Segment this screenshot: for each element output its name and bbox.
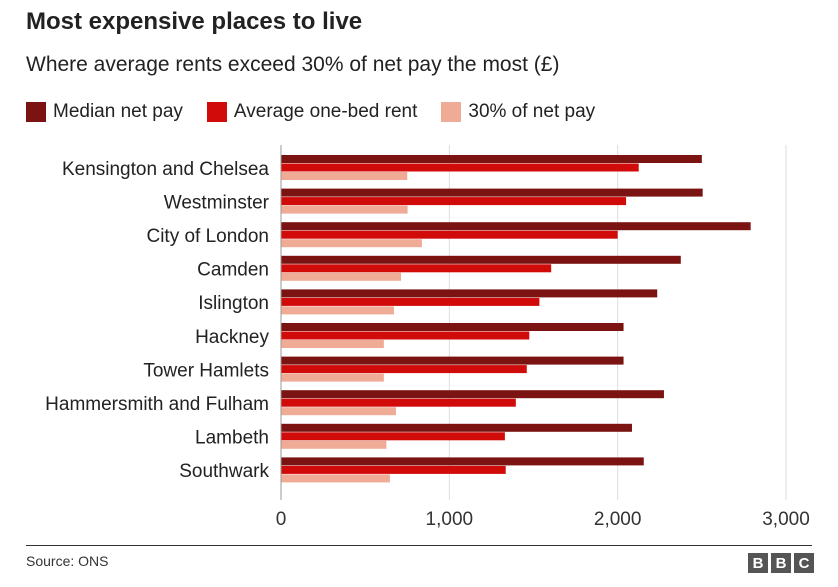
category-label: Kensington and Chelsea bbox=[62, 159, 269, 180]
category-label: Hammersmith and Fulham bbox=[45, 394, 269, 415]
bar bbox=[281, 323, 624, 331]
bar bbox=[281, 465, 506, 474]
chart-title: Most expensive places to live bbox=[26, 8, 363, 35]
bar bbox=[281, 163, 639, 172]
footer-divider bbox=[26, 545, 812, 546]
bar bbox=[281, 188, 703, 197]
chart-subtitle: Where average rents exceed 30% of net pa… bbox=[26, 53, 560, 76]
bar bbox=[281, 306, 394, 315]
bbc-logo: B B C bbox=[745, 553, 814, 573]
bar bbox=[281, 255, 681, 264]
bar bbox=[281, 398, 516, 407]
x-tick-label: 2,000 bbox=[594, 509, 642, 530]
category-label: Hackney bbox=[195, 327, 269, 348]
bar bbox=[281, 373, 384, 382]
bar bbox=[281, 365, 527, 374]
bar bbox=[281, 440, 387, 449]
bar bbox=[281, 264, 552, 273]
legend-swatch-thirty-percent bbox=[441, 102, 462, 122]
bar bbox=[281, 340, 384, 348]
bbc-logo-letter: C bbox=[794, 553, 814, 573]
bar bbox=[281, 222, 751, 231]
category-label: Tower Hamlets bbox=[143, 360, 269, 381]
bar bbox=[281, 432, 505, 441]
bbc-logo-letter: B bbox=[748, 553, 768, 573]
bar-chart: 0 1,000 2,000 3,000 Kensington and Chelsea We… bbox=[45, 145, 810, 530]
category-label: Camden bbox=[197, 260, 269, 281]
bar bbox=[281, 356, 624, 365]
legend-label-thirty-percent: 30% of net pay bbox=[468, 101, 596, 122]
bar bbox=[281, 289, 658, 298]
bar bbox=[281, 390, 664, 399]
bbc-logo-letter: B bbox=[771, 553, 791, 573]
bar bbox=[281, 172, 408, 180]
category-label: City of London bbox=[146, 226, 269, 247]
legend-swatch-average-rent bbox=[206, 102, 227, 122]
legend-item-average-rent: Average one-bed rent bbox=[206, 101, 418, 123]
bar bbox=[281, 155, 702, 163]
source-note: Source: ONS bbox=[26, 553, 109, 569]
bar bbox=[281, 423, 632, 432]
legend-swatch-median-net-pay bbox=[26, 102, 46, 122]
category-label: Westminster bbox=[164, 192, 270, 213]
bar bbox=[281, 474, 390, 483]
bar bbox=[281, 457, 644, 466]
category-label: Lambeth bbox=[195, 428, 269, 449]
legend-label-median-net-pay: Median net pay bbox=[53, 101, 183, 122]
legend: Median net pay Average one-bed rent 30% … bbox=[26, 99, 619, 125]
bar bbox=[281, 205, 408, 214]
category-label: Southwark bbox=[179, 461, 269, 482]
bar bbox=[281, 297, 540, 306]
bar bbox=[281, 230, 618, 239]
x-tick-label: 0 bbox=[276, 509, 287, 530]
legend-label-average-rent: Average one-bed rent bbox=[233, 101, 418, 122]
x-tick-label: 1,000 bbox=[426, 509, 474, 530]
bar bbox=[281, 407, 396, 416]
bar bbox=[281, 331, 530, 340]
legend-item-thirty-percent: 30% of net pay bbox=[441, 101, 595, 123]
bar bbox=[281, 272, 402, 281]
category-label: Islington bbox=[198, 293, 269, 314]
bar bbox=[281, 239, 422, 248]
legend-item-median-net-pay: Median net pay bbox=[26, 101, 183, 123]
bar bbox=[281, 197, 627, 206]
x-tick-label: 3,000 bbox=[762, 509, 810, 530]
